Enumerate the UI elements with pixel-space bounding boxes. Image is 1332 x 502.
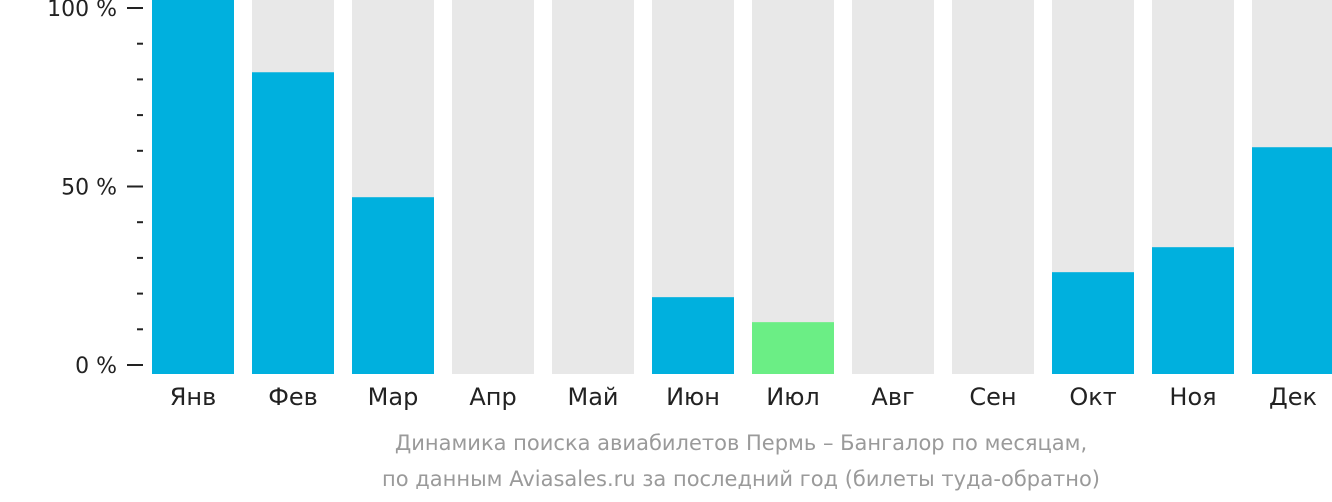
x-tick-label: Ноя bbox=[1169, 383, 1216, 411]
bar-Фев bbox=[252, 72, 334, 374]
x-axis-labels: Янв Фев Мар Апр Май Июн Июл Авг Сен Окт Ноя Дек bbox=[170, 383, 1317, 411]
x-tick-label: Апр bbox=[469, 383, 516, 411]
x-tick-label: Мар bbox=[368, 383, 419, 411]
bar-background bbox=[952, 0, 1034, 374]
bar-Июн bbox=[652, 297, 734, 374]
y-tick-label: 50 % bbox=[61, 176, 117, 201]
x-tick-label: Июл bbox=[766, 383, 820, 411]
x-tick-label: Дек bbox=[1269, 383, 1317, 411]
bar-Окт bbox=[1052, 272, 1134, 374]
y-axis: 0 % 50 % 100 % bbox=[47, 0, 143, 379]
y-tick-label: 100 % bbox=[47, 0, 117, 22]
bars bbox=[152, 0, 1332, 374]
bar-Июл bbox=[752, 322, 834, 374]
bar-background bbox=[552, 0, 634, 374]
x-tick-label: Янв bbox=[170, 383, 217, 411]
bar-background bbox=[752, 0, 834, 374]
x-tick-label: Май bbox=[567, 383, 618, 411]
bar-Дек bbox=[1252, 147, 1332, 374]
chart-caption-line-2: по данным Aviasales.ru за последний год … bbox=[382, 467, 1100, 491]
bar-Янв bbox=[152, 0, 234, 374]
y-tick-label: 0 % bbox=[75, 354, 117, 379]
x-tick-label: Окт bbox=[1069, 383, 1116, 411]
bar-Мар bbox=[352, 197, 434, 374]
x-tick-label: Авг bbox=[871, 383, 914, 411]
x-tick-label: Фев bbox=[268, 383, 318, 411]
chart-caption-line-1: Динамика поиска авиабилетов Пермь – Банг… bbox=[394, 431, 1088, 455]
bar-Ноя bbox=[1152, 247, 1234, 374]
bar-background bbox=[452, 0, 534, 374]
bar-background bbox=[852, 0, 934, 374]
x-tick-label: Сен bbox=[969, 383, 1016, 411]
x-tick-label: Июн bbox=[666, 383, 720, 411]
